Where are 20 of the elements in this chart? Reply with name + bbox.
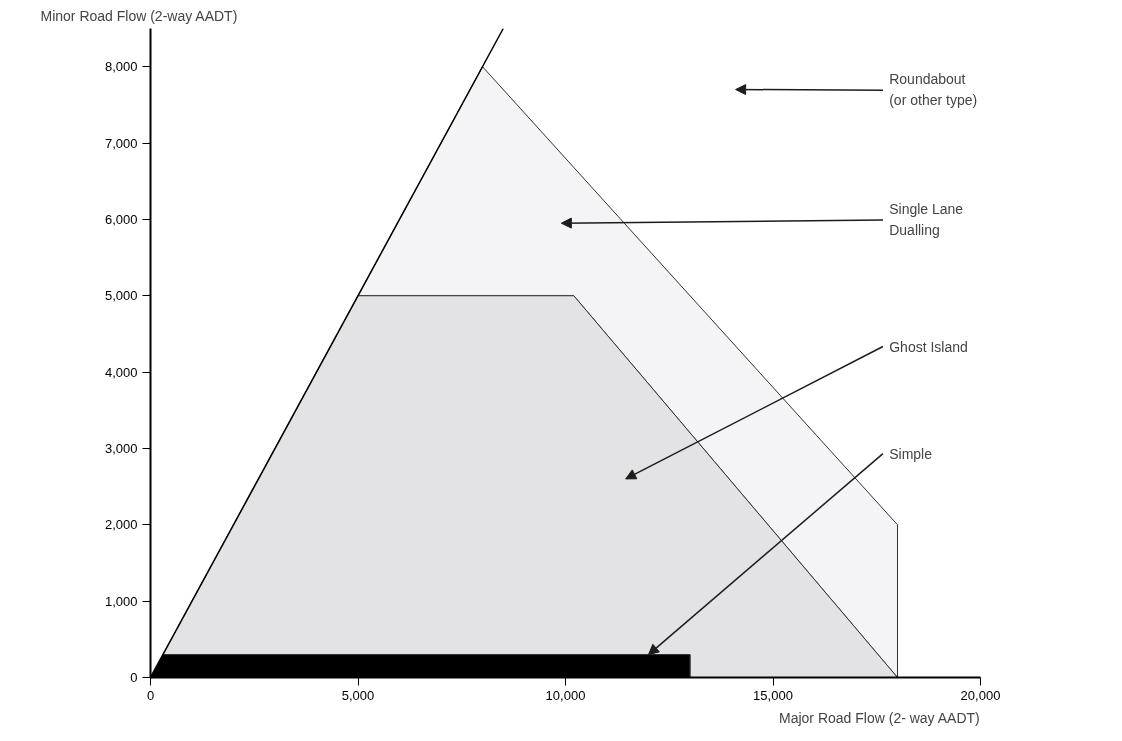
y-tick-label: 7,000 [104,135,138,151]
y-tick-label: 4,000 [104,364,138,380]
annotation: Single Lane Dualling [889,201,964,238]
annotation: Ghost Island [889,338,968,355]
x-tick-label: 5,000 [341,687,375,703]
x-tick-label: 0 [146,687,155,703]
annotation: Roundabout (or other type) [889,71,978,109]
x-tick-label: 10,000 [545,687,586,703]
y-tick-label: 8,000 [104,59,138,75]
y-tick-label: 5,000 [104,288,138,304]
x-tick-label: 20,000 [960,687,1001,703]
x-tick-label: 15,000 [753,687,793,703]
y-tick-label: 3,000 [104,440,138,456]
y-tick-label: 0 [130,670,138,685]
y-tick-label: 1,000 [104,593,138,609]
y-axis-title: Minor Road Flow (2-way AADT) [40,7,238,24]
y-tick-label: 2,000 [104,517,138,533]
y-tick-label: 6,000 [104,211,138,227]
annotation: Simple [889,445,933,462]
x-axis-title: Major Road Flow (2- way AADT) [779,709,980,726]
